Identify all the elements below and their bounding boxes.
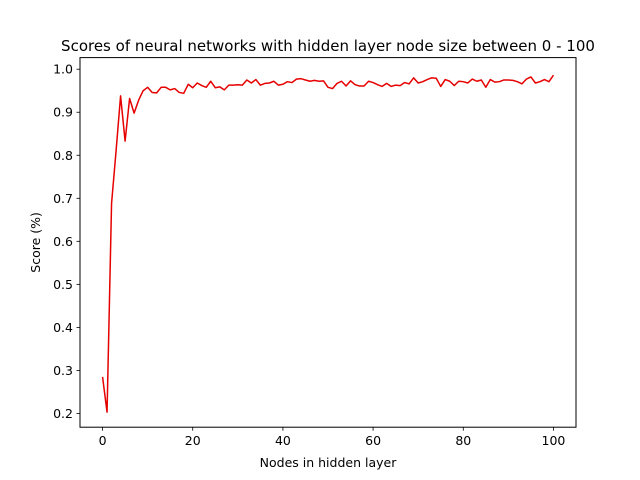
y-axis: 0.2 0.3 0.4 0.5 0.6 0.7 0.8 0.9 1.0 <box>53 62 80 421</box>
y-axis-label: Score (%) <box>28 212 43 273</box>
y-tick-label: 0.4 <box>53 320 73 335</box>
y-tick-label: 0.3 <box>53 363 73 378</box>
y-tick-label: 0.7 <box>53 191 73 206</box>
y-tick-label: 0.6 <box>53 234 73 249</box>
axes-frame <box>79 57 577 428</box>
x-tick-label: 0 <box>99 433 107 448</box>
series-line-0 <box>101 74 555 413</box>
x-axis-label: Nodes in hidden layer <box>260 455 398 470</box>
x-tick-label: 40 <box>275 433 291 448</box>
y-tick-label: 0.2 <box>53 406 73 421</box>
y-tick-label: 1.0 <box>53 62 73 77</box>
x-tick-label: 80 <box>455 433 471 448</box>
series-layer <box>101 74 555 413</box>
x-tick-label: 100 <box>542 433 566 448</box>
x-axis: 0 20 40 60 80 100 <box>99 427 566 448</box>
y-tick-label: 0.8 <box>53 148 73 163</box>
x-tick-label: 20 <box>185 433 201 448</box>
y-tick-label: 0.9 <box>53 105 73 120</box>
x-tick-label: 60 <box>365 433 381 448</box>
chart-title: Scores of neural networks with hidden la… <box>61 37 595 55</box>
y-tick-label: 0.5 <box>53 277 73 292</box>
plot-area: 0 20 40 60 80 100 0.2 0.3 0.4 0.5 0.6 0.7 0.8 0.9 1.0 <box>53 57 577 448</box>
